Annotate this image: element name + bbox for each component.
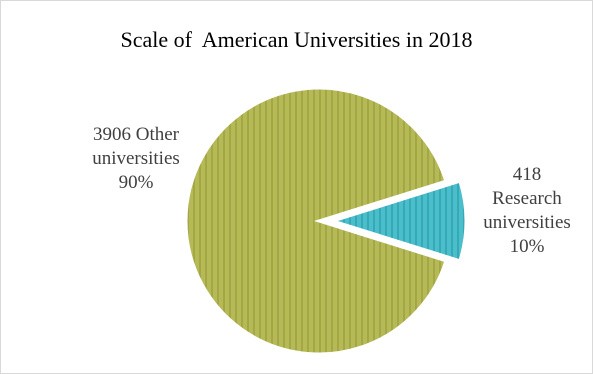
slice-label-research-line-1: 418 [512,164,542,185]
slice-label-research-line-2: Research [492,188,562,209]
pie-slice-other [184,86,448,356]
slice-label-other-line-1: 3906 Other [92,124,179,145]
pie-slice-research [327,179,468,263]
slice-label-research-line-3: universities [483,212,571,233]
slice-label-other-line-3: 90% [118,172,154,193]
slice-label-research-line-4: 10% [509,236,545,257]
slice-label-other: 3906 Other universities 90% [71,123,201,195]
chart-title: Scale of American Universities in 2018 [120,27,473,52]
slice-label-other-line-2: universities [92,148,180,169]
slice-label-research: 418 Research universities 10% [467,163,587,259]
